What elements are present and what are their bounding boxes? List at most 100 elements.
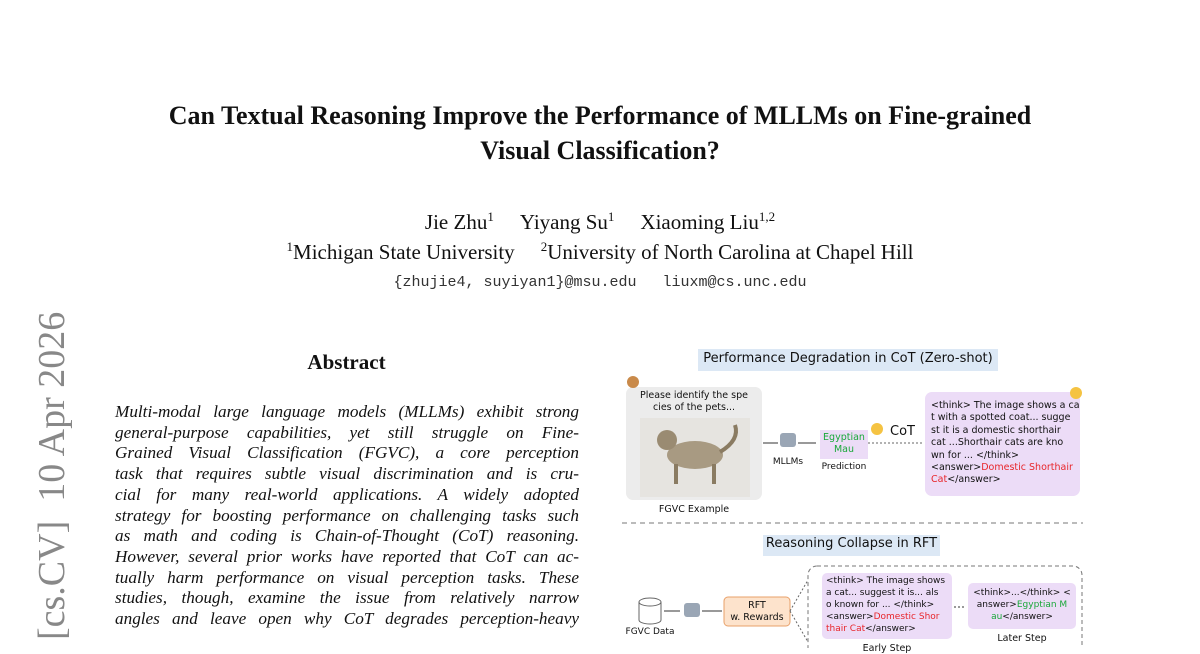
text-line: t with a spotted coat... sugge [931,412,1080,424]
authors: Jie Zhu1 Yiyang Su1 Xiaoming Liu1,2 [0,210,1200,235]
database-icon [638,602,662,625]
text: o known for ... </think> [826,600,935,610]
highlight: au [991,612,1003,622]
text-line: au</answer> [968,611,1076,623]
text: answer> [976,600,1017,610]
text-line: <answer>Domestic Shor [826,611,945,623]
robot-icon [780,433,796,447]
cat-leg [712,464,716,484]
text: wn for ... </think> [931,449,1020,461]
cat-leg [674,464,678,484]
later-box [968,583,1076,629]
text-line: tually harm performance on visual percep… [115,567,579,587]
text-line: a cat... suggest it is... als [826,587,945,599]
paper-title: Can Textual Reasoning Improve the Perfor… [0,98,1200,168]
figure-title: Reasoning Collapse in RFT [765,536,938,551]
abstract-text: Multi-modal large language models (MLLMs… [115,402,579,630]
text-line: Egyptian [823,432,865,443]
cot-label: CoT [890,424,915,439]
text: <think> The image shows a ca [931,400,1080,411]
abstract-heading: Abstract [307,350,386,374]
text-line: o known for ... </think> [826,599,945,611]
steps-frame [807,565,1083,648]
title-bg [698,349,998,371]
figure-graphics [622,349,1083,648]
highlight: Cat [931,474,948,486]
highlight: Egyptian M [1016,600,1068,610]
early-label: Early Step [862,643,912,654]
text: <answer> [826,612,874,622]
text-line: <think>...</think> < [968,587,1076,599]
text: </answer> [947,474,1001,486]
emoji-icon [1070,387,1082,399]
affiliations: 1Michigan State University 2University of… [0,240,1200,265]
text-line: angles and leave open why CoT degrades p… [115,609,579,629]
early-text: <think> The image shows a cat... suggest … [826,575,945,635]
text-line: cies of the pets... [652,401,736,413]
text-line: cat ...Shorthair cats are kno [931,437,1080,449]
database-icon [638,597,662,607]
text-line: RFT [748,600,766,611]
text-line: Please identify the spe [639,390,748,401]
text: st it is a domestic shorthair [931,424,1061,436]
text-line: Can Textual Reasoning Improve the Perfor… [168,101,1032,130]
prediction-label: Prediction [821,462,867,472]
emails: {zhujie4, suyiyan1}@msu.edu liuxm@cs.unc.… [0,274,1200,291]
text-line: Cat</answer> [931,474,1080,486]
affiliation-sup: 1 [286,239,294,254]
author-name: Xiaoming Liu [640,210,759,234]
cat-head [657,430,677,450]
author-sup: 1,2 [758,209,776,224]
highlight: Domestic Shorthair [981,462,1073,474]
text: </answer> [865,624,916,634]
email: {zhujie4, suyiyan1}@msu.edu [393,274,637,291]
text-line: Grained Visual Classification (FGVC), a … [115,443,579,463]
text-line: answer>Egyptian M [968,599,1076,611]
cat-body [667,441,723,469]
text-line: general-purpose capabilities, yet still … [115,422,579,442]
text-line: thair Cat</answer> [826,623,945,635]
arxiv-stamp: [cs.CV] 10 Apr 2026 [31,311,73,640]
example-label: FGVC Example [658,504,730,515]
cot-box [925,392,1080,496]
text-line: cial for many real-world applications. A… [115,484,579,504]
dashed-connector [789,579,809,643]
author-sup: 1 [607,209,615,224]
text: <think>...</think> < [973,588,1071,598]
text-line: wn for ... </think> [931,450,1080,462]
later-label: Later Step [997,633,1047,644]
author-name: Jie Zhu [424,210,488,234]
title-bg [763,535,940,556]
user-icon [627,376,639,388]
affiliation-sup: 2 [540,239,548,254]
text-line: st it is a domestic shorthair [931,425,1080,437]
rft-label: RFT w. Rewards [724,600,790,624]
text: </answer> [1002,612,1053,622]
prediction-box [820,430,868,459]
text: <answer> [931,462,982,474]
author-sup: 1 [487,209,494,224]
affiliation-name: Michigan State University [293,240,515,264]
text-line: However, several prior works have report… [115,546,579,566]
text-line: Visual Classification? [480,136,720,165]
text: cat ...Shorthair cats are kno [931,437,1064,449]
text-line: w. Rewards [730,612,784,623]
cat-tail [718,424,738,454]
text-line: strategy for boosting performance on cha… [115,505,579,525]
text-line: <think> The image shows a ca [931,400,1080,412]
early-box [822,573,952,639]
email: liuxm@cs.unc.edu [662,274,807,291]
text-line: <think> The image shows [826,575,945,587]
prompt: Please identify the spe cies of the pets.… [626,390,762,413]
text-line: task that requires subtle visual discrim… [115,464,579,484]
author-name: Yiyang Su [519,210,608,234]
text-line: Mau [833,444,855,455]
text: <think> The image shows [826,576,946,586]
text-line: as math and coding is Chain-of-Thought (… [115,526,579,546]
text-line: studies, though, examine the issue from … [115,588,579,608]
highlight: Domestic Shor [873,612,940,622]
affiliation-name: University of North Carolina at Chapel H… [547,240,914,264]
robot-icon [684,603,700,617]
